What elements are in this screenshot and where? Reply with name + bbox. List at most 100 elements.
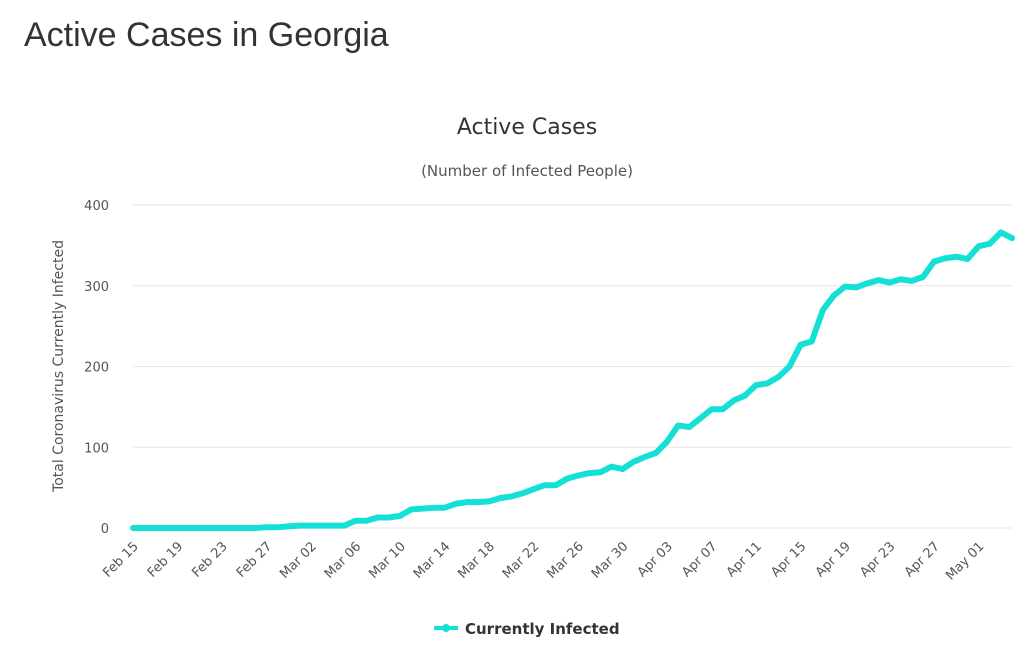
data-point[interactable]	[330, 523, 336, 529]
data-point[interactable]	[542, 482, 548, 488]
data-point[interactable]	[887, 280, 893, 286]
y-axis-ticks: 0 100 200 300 400	[84, 199, 109, 537]
data-point[interactable]	[531, 486, 537, 492]
legend-swatch-marker	[442, 624, 450, 632]
x-tick-label: Apr 23	[857, 539, 898, 580]
data-point[interactable]	[864, 280, 870, 286]
data-point[interactable]	[297, 523, 303, 529]
data-point[interactable]	[964, 256, 970, 262]
data-point[interactable]	[275, 524, 281, 530]
data-point[interactable]	[931, 259, 937, 265]
data-point[interactable]	[898, 276, 904, 282]
x-tick-label: Apr 03	[635, 539, 676, 580]
data-point[interactable]	[842, 284, 848, 290]
chart-title: Active Cases	[457, 115, 597, 140]
data-point[interactable]	[620, 466, 626, 472]
data-point[interactable]	[586, 470, 592, 476]
data-point[interactable]	[653, 450, 659, 456]
data-point[interactable]	[508, 494, 514, 500]
x-tick-label: Mar 18	[455, 539, 498, 582]
data-point[interactable]	[909, 278, 915, 284]
data-point[interactable]	[976, 243, 982, 249]
data-point[interactable]	[709, 406, 715, 412]
data-point[interactable]	[286, 523, 292, 529]
data-point[interactable]	[197, 525, 203, 531]
data-point[interactable]	[219, 525, 225, 531]
data-point[interactable]	[464, 499, 470, 505]
data-point[interactable]	[497, 495, 503, 501]
data-point[interactable]	[697, 415, 703, 421]
x-tick-label: Feb 15	[100, 539, 142, 581]
data-point[interactable]	[130, 525, 136, 531]
data-point[interactable]	[564, 476, 570, 482]
data-point[interactable]	[998, 229, 1004, 235]
data-point[interactable]	[141, 525, 147, 531]
series-line[interactable]	[130, 229, 1015, 531]
data-point[interactable]	[820, 307, 826, 313]
data-point[interactable]	[753, 382, 759, 388]
data-point[interactable]	[742, 393, 748, 399]
data-point[interactable]	[408, 506, 414, 512]
data-point[interactable]	[720, 406, 726, 412]
x-tick-label: Mar 06	[322, 539, 365, 582]
x-tick-label: Mar 02	[277, 539, 320, 582]
data-point[interactable]	[319, 523, 325, 529]
data-point[interactable]	[942, 255, 948, 261]
data-point[interactable]	[875, 277, 881, 283]
data-point[interactable]	[631, 459, 637, 465]
data-point[interactable]	[597, 469, 603, 475]
x-tick-label: Feb 27	[234, 539, 276, 581]
data-point[interactable]	[353, 518, 359, 524]
data-point[interactable]	[853, 284, 859, 290]
data-point[interactable]	[175, 525, 181, 531]
x-axis-ticks: Feb 15 Feb 19 Feb 23 Feb 27 Mar 02 Mar 06 Mar …	[100, 539, 987, 583]
data-point[interactable]	[419, 506, 425, 512]
x-tick-label: Mar 14	[411, 539, 454, 582]
data-point[interactable]	[775, 374, 781, 380]
data-point[interactable]	[809, 338, 815, 344]
data-point[interactable]	[642, 454, 648, 460]
data-point[interactable]	[442, 505, 448, 511]
data-point[interactable]	[731, 397, 737, 403]
data-point[interactable]	[208, 525, 214, 531]
data-point[interactable]	[575, 473, 581, 479]
data-point[interactable]	[397, 513, 403, 519]
data-point[interactable]	[953, 254, 959, 260]
data-point[interactable]	[553, 482, 559, 488]
data-point[interactable]	[152, 525, 158, 531]
data-point[interactable]	[519, 490, 525, 496]
data-point[interactable]	[987, 241, 993, 247]
data-point[interactable]	[386, 515, 392, 521]
data-point[interactable]	[664, 439, 670, 445]
data-point[interactable]	[1009, 235, 1015, 241]
y-tick-label: 300	[84, 280, 109, 295]
x-tick-label: Apr 07	[679, 539, 720, 580]
data-point[interactable]	[764, 380, 770, 386]
data-point[interactable]	[798, 342, 804, 348]
data-point[interactable]	[475, 499, 481, 505]
data-point[interactable]	[163, 525, 169, 531]
x-tick-label: Mar 30	[589, 539, 632, 582]
data-point[interactable]	[230, 525, 236, 531]
data-point[interactable]	[486, 498, 492, 504]
data-point[interactable]	[364, 518, 370, 524]
y-tick-label: 100	[84, 441, 109, 456]
data-point[interactable]	[341, 523, 347, 529]
data-point[interactable]	[453, 501, 459, 507]
data-point[interactable]	[675, 422, 681, 428]
data-point[interactable]	[241, 525, 247, 531]
page-title: Active Cases in Georgia	[24, 16, 389, 54]
data-point[interactable]	[786, 364, 792, 369]
data-point[interactable]	[831, 292, 837, 298]
data-point[interactable]	[186, 525, 192, 531]
data-point[interactable]	[264, 524, 270, 530]
data-point[interactable]	[375, 515, 381, 521]
legend[interactable]: Currently Infected	[434, 620, 620, 638]
data-point[interactable]	[920, 274, 926, 280]
data-point[interactable]	[252, 525, 258, 531]
data-point[interactable]	[430, 505, 436, 511]
data-point[interactable]	[608, 464, 614, 470]
data-point[interactable]	[308, 523, 314, 529]
x-tick-label: Apr 27	[902, 539, 943, 580]
data-point[interactable]	[686, 424, 692, 430]
